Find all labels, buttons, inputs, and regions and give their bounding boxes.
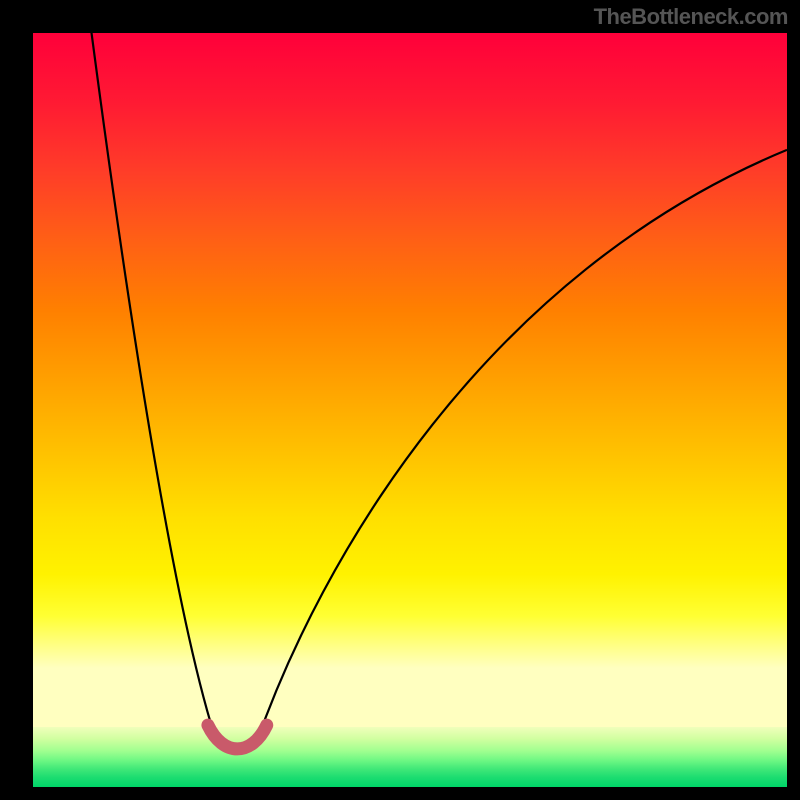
curve-left-branch [90,33,218,746]
plot-area [33,33,787,787]
watermark-text: TheBottleneck.com [594,4,788,30]
curve-layer [33,33,787,787]
curve-right-branch [255,150,787,746]
curve-bottom-u-marker [208,725,267,749]
chart-container: TheBottleneck.com [0,0,800,800]
